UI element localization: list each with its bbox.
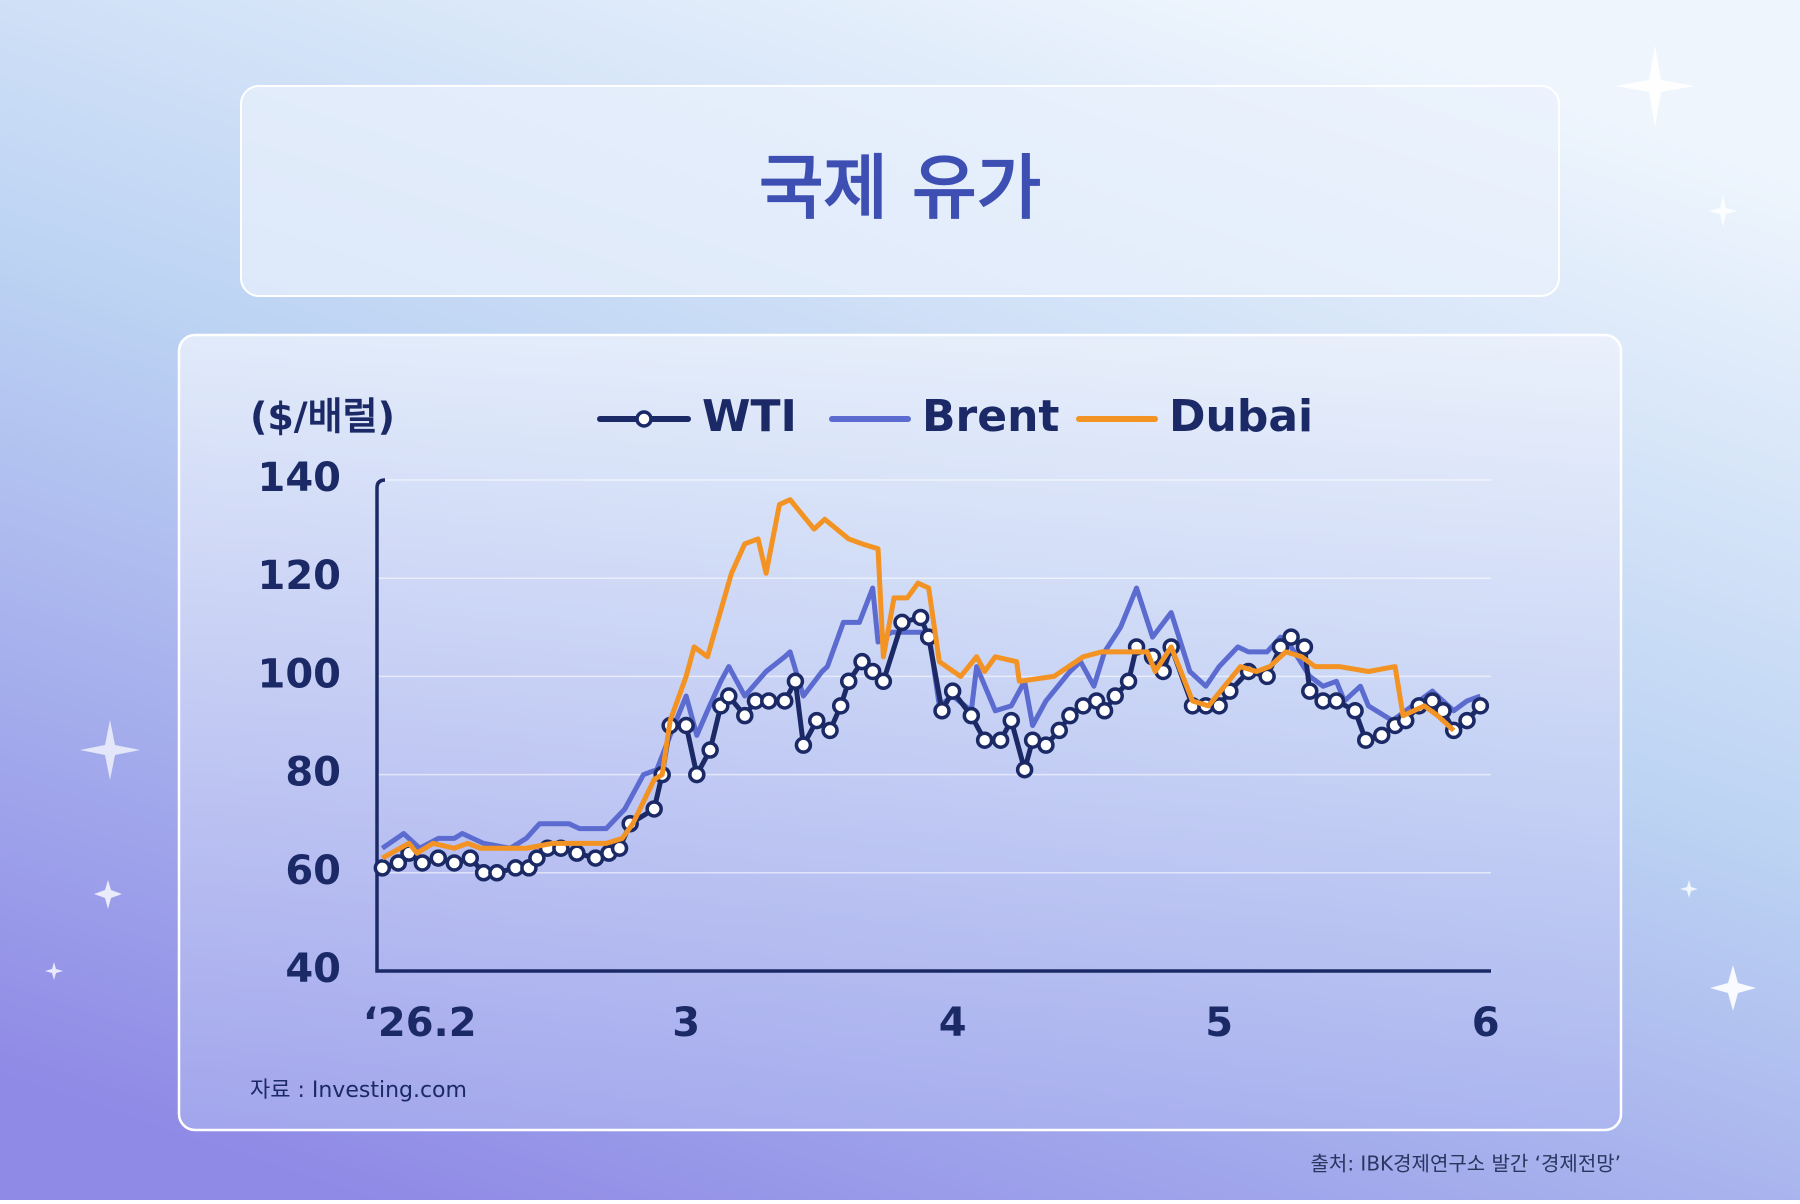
chart-panel [177, 333, 1623, 1132]
y-tick-label: 100 [258, 651, 342, 697]
data-point [831, 697, 850, 715]
chart-title: 국제 유가 [759, 147, 1041, 229]
data-point [1119, 672, 1138, 691]
x-tick-label: 4 [939, 1000, 967, 1046]
data-point [1050, 721, 1069, 740]
legend-marker [635, 410, 653, 428]
legend-label: Dubai [1169, 391, 1313, 442]
data-point [1301, 682, 1319, 700]
data-point [720, 687, 738, 705]
axis-line [375, 478, 1491, 973]
y-tick-label: 80 [285, 750, 341, 796]
y-tick-label: 140 [258, 455, 342, 501]
data-point [528, 849, 546, 867]
data-point [893, 613, 911, 632]
data-point [645, 800, 663, 818]
data-point [933, 702, 951, 720]
data-point [839, 672, 858, 691]
y-axis-label: ($/배럴) [250, 395, 395, 439]
data-point [975, 731, 994, 749]
data-point [821, 721, 839, 740]
data-point [1037, 736, 1055, 754]
data-point [794, 736, 813, 754]
x-tick-label: 5 [1205, 1000, 1233, 1046]
data-point [874, 672, 893, 691]
y-tick-label: 40 [285, 946, 341, 992]
data-point [776, 692, 794, 710]
sparkles [45, 45, 1756, 1011]
y-tick-label: 120 [258, 553, 342, 599]
data-point [853, 652, 871, 671]
data-point [962, 706, 981, 725]
data-point [1346, 702, 1364, 720]
data-point [1327, 692, 1346, 710]
source-note: 자료 : Investing.com [250, 1078, 467, 1103]
data-point [1372, 726, 1391, 745]
data-point [1002, 711, 1021, 730]
data-point [736, 706, 754, 725]
data-point [688, 765, 706, 784]
data-point [1210, 697, 1228, 715]
x-tick-label: 3 [672, 1000, 700, 1046]
data-point [445, 854, 464, 872]
data-point [1423, 692, 1442, 710]
data-point [701, 741, 719, 759]
data-point [1356, 731, 1375, 749]
data-point [760, 692, 778, 710]
data-point [863, 662, 882, 681]
data-point [911, 608, 930, 627]
title-panel [240, 85, 1560, 297]
data-point [1095, 702, 1114, 720]
data-point [429, 849, 448, 867]
data-point [1458, 711, 1476, 730]
data-point [1106, 687, 1124, 705]
data-point [373, 859, 392, 877]
data-point [413, 854, 432, 872]
data-point [1015, 760, 1034, 779]
x-tick-label: ‘26.2 [363, 1000, 477, 1046]
data-point [389, 854, 408, 872]
data-point [1282, 628, 1300, 646]
data-point [807, 711, 826, 730]
data-point [1471, 697, 1490, 715]
y-tick-label: 60 [285, 848, 341, 894]
footer-note: 출처: IBK경제연구소 발간 ‘경제전망’ [1311, 1152, 1621, 1176]
data-point [1061, 706, 1079, 725]
data-point [488, 864, 506, 882]
data-point [677, 716, 695, 735]
data-point [568, 844, 586, 862]
x-tick-label: 6 [1472, 1000, 1500, 1046]
series-line [381, 497, 1456, 861]
data-point [461, 849, 480, 867]
data-point [991, 731, 1010, 749]
legend-label: Brent [922, 391, 1059, 442]
data-point [1295, 638, 1314, 656]
data-point [786, 672, 805, 691]
data-point [943, 682, 962, 700]
legend-label: WTI [702, 391, 797, 442]
